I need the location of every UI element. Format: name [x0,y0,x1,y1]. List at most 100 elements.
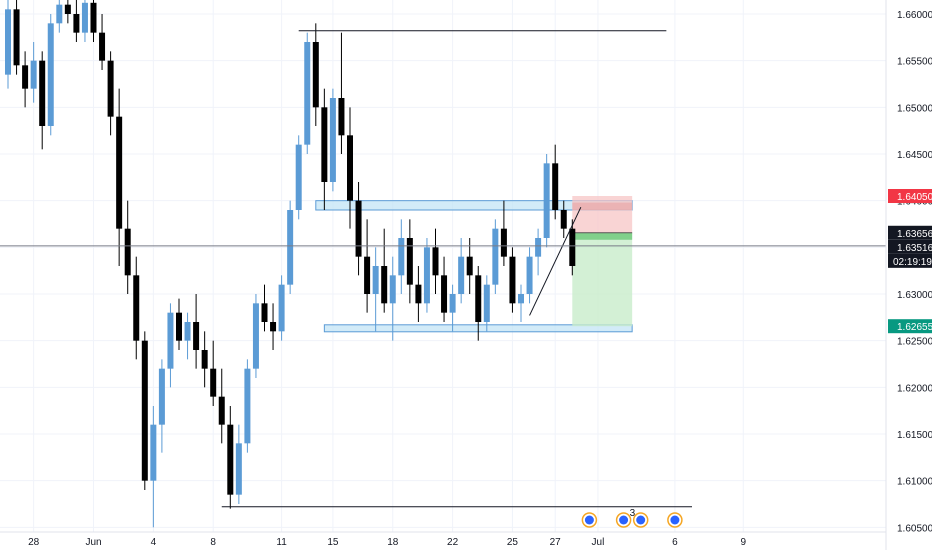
stop-price-tag: 1.64050 [897,192,932,203]
candle-body[interactable] [167,312,174,369]
candle-body[interactable] [5,9,11,75]
candle-body[interactable] [509,256,516,304]
candle-body[interactable] [560,210,567,229]
candle-body[interactable] [415,284,422,304]
price-tick-label: 1.65000 [897,103,932,114]
candle-body[interactable] [492,228,499,285]
candle-body[interactable] [278,284,285,332]
candle-body[interactable] [73,14,80,33]
candle-body[interactable] [535,238,542,257]
candle-body[interactable] [218,396,225,425]
time-tick-label: 25 [507,537,519,548]
flag-icon [636,515,646,525]
candle-body[interactable] [227,424,234,495]
candle-body[interactable] [39,60,46,126]
candle-body[interactable] [526,256,533,294]
candle-body[interactable] [458,256,465,294]
price-tick-label: 1.65500 [897,57,932,68]
candle-body[interactable] [90,2,97,33]
candle-body[interactable] [133,275,140,341]
candle-body[interactable] [201,350,208,369]
candle-body[interactable] [287,210,294,285]
candle-body[interactable] [30,60,37,89]
candle-body[interactable] [304,42,311,145]
target-price-tag: 1.62655 [897,322,932,333]
candle-body[interactable] [244,368,251,444]
candle-body[interactable] [329,98,336,182]
candle-body[interactable] [449,294,456,313]
candle-body[interactable] [13,9,20,66]
candle-body[interactable] [81,2,88,33]
candle-body[interactable] [381,266,388,304]
candle-body[interactable] [184,322,191,341]
candle-body[interactable] [569,228,576,266]
price-tick-label: 1.61000 [897,477,932,488]
candle-body[interactable] [441,275,448,313]
candle-body[interactable] [99,32,106,61]
candle-body[interactable] [107,60,114,117]
candle-body[interactable] [116,116,123,229]
candle-body[interactable] [47,23,54,126]
zone-rectangle[interactable] [315,200,633,211]
candle-body[interactable] [22,65,29,89]
current-price-tag: 1.63516 [897,243,932,254]
entry-price-tag: 1.63656 [897,229,932,240]
candle-body[interactable] [518,294,524,304]
time-tick-label: 15 [327,537,339,548]
candle-body[interactable] [389,275,396,304]
entry-price-tag-bg [888,225,932,240]
candle-body[interactable] [124,228,131,276]
time-tick-label: Jun [85,537,101,548]
price-tick-label: 1.62500 [897,337,932,348]
candle-body[interactable] [364,256,371,294]
position-stop-area[interactable] [572,196,633,233]
candle-body[interactable] [210,368,217,397]
candle-body[interactable] [552,163,559,210]
candle-body[interactable] [432,247,439,276]
candle-body[interactable] [270,322,277,332]
position-target-area[interactable] [572,232,633,327]
candle-body[interactable] [235,443,242,495]
candle-body[interactable] [312,42,319,108]
candle-body[interactable] [406,238,413,285]
candle-body[interactable] [543,163,550,238]
time-tick-label: 4 [151,537,157,548]
candle-body[interactable] [252,303,259,369]
candle-body[interactable] [483,284,490,322]
candle-body[interactable] [466,256,473,276]
candle-body[interactable] [193,322,200,350]
candle-body[interactable] [158,368,165,425]
candle-body[interactable] [423,247,430,304]
flag-icon [584,515,594,525]
candle-body[interactable] [347,135,353,201]
time-tick-label: 28 [28,537,40,548]
candle-body[interactable] [141,340,148,481]
candle-body[interactable] [64,4,71,15]
time-tick-label: 8 [210,537,216,548]
trend-line[interactable] [529,206,582,316]
candle-body[interactable] [355,200,362,257]
candle-body[interactable] [338,98,345,136]
candle-body[interactable] [176,312,182,341]
price-tick-label: 1.63000 [897,290,932,301]
candle-body[interactable] [56,4,63,24]
candle-body[interactable] [295,144,302,210]
target-price-tag-bg [888,319,932,334]
candle-body[interactable] [150,424,157,481]
price-tick-label: 1.62000 [897,383,932,394]
candle-body[interactable] [398,238,405,276]
candle-body[interactable] [321,107,328,182]
event-count-label: 3 [630,508,636,519]
candle-body[interactable] [372,266,379,294]
candle-body[interactable] [261,303,268,322]
candle-body[interactable] [475,275,482,322]
time-tick-label: 11 [276,537,287,548]
flag-icon [619,515,629,525]
candle-body[interactable] [500,228,507,257]
time-tick-label: 6 [672,537,678,548]
position-entry-band [572,232,633,240]
countdown-tag-bg [888,253,932,268]
